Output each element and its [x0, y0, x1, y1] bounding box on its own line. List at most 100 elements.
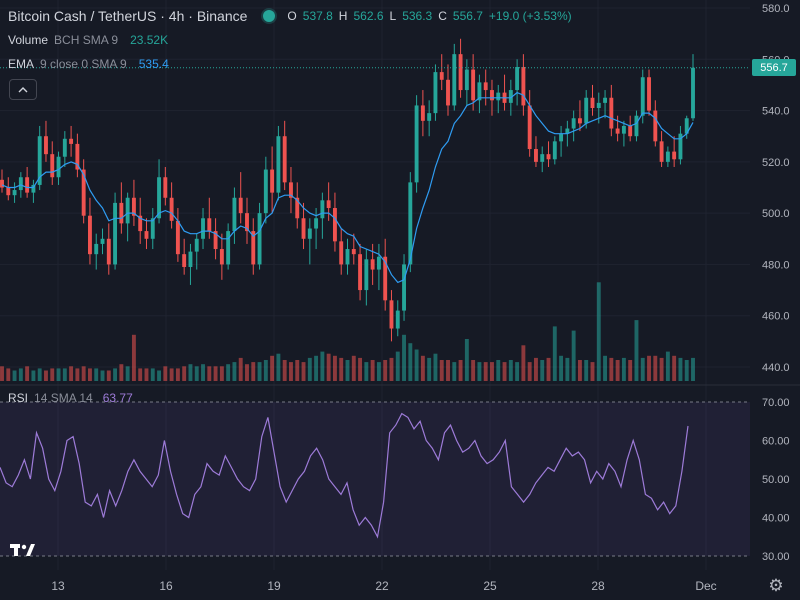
- volume-bar: [6, 368, 11, 381]
- volume-bar: [175, 368, 180, 381]
- candle-body: [376, 256, 381, 270]
- collapse-legend-button[interactable]: [9, 79, 37, 100]
- candle-body: [125, 197, 130, 224]
- candle-body: [659, 141, 664, 162]
- ema-name: EMA: [8, 57, 35, 71]
- volume-bar: [157, 370, 161, 381]
- volume-bar: [282, 360, 287, 381]
- volume-bar: [207, 366, 212, 381]
- volume-bar: [376, 362, 381, 381]
- candle-body: [175, 220, 180, 255]
- time-tick-label: 13: [51, 579, 65, 593]
- candle-body: [621, 125, 626, 134]
- rsi-tick-label: 40.00: [762, 513, 790, 525]
- volume-bar: [257, 362, 262, 381]
- candle-body: [113, 202, 118, 265]
- volume-bar: [226, 364, 231, 381]
- candle-body: [433, 72, 438, 114]
- candle-body: [62, 138, 67, 157]
- volume-bar: [628, 360, 633, 381]
- volume-bar: [276, 353, 281, 381]
- volume-bar: [634, 320, 639, 381]
- candle-body: [6, 187, 11, 196]
- rsi-legend[interactable]: RSI 14 SMA 14 63.77: [8, 391, 133, 405]
- candle-body: [446, 79, 450, 106]
- candle-body: [452, 54, 457, 106]
- candle-body: [119, 202, 124, 224]
- volume-bar: [691, 357, 695, 381]
- volume-bar: [263, 360, 268, 381]
- ohlc-high-value: 562.6: [353, 9, 384, 23]
- candle-body: [584, 97, 589, 124]
- symbol-title: Bitcoin Cash / TetherUS · 4h · Binance: [8, 8, 248, 24]
- ohlc-high-label: H: [338, 9, 348, 23]
- volume-bar: [395, 351, 400, 381]
- candle-body: [56, 156, 61, 178]
- volume-bar: [389, 357, 394, 381]
- volume-bar: [647, 355, 651, 381]
- volume-bar: [559, 355, 564, 381]
- candle-body: [389, 300, 394, 329]
- volume-bar: [37, 368, 42, 381]
- rsi-line: [0, 412, 689, 539]
- volume-legend[interactable]: Volume BCH SMA 9 23.52K: [8, 33, 168, 47]
- volume-bar: [18, 368, 23, 381]
- time-tick-label: 28: [591, 579, 605, 593]
- candle-body: [527, 105, 532, 150]
- candle-body: [471, 69, 476, 101]
- volume-value: 23.52K: [130, 33, 169, 47]
- candle-body: [565, 128, 570, 134]
- volume-bar: [113, 368, 118, 381]
- candle-body: [37, 136, 42, 185]
- volume-bar: [496, 360, 501, 381]
- tradingview-logo-icon[interactable]: [8, 538, 38, 562]
- candle-body: [75, 143, 80, 170]
- candle-body: [295, 197, 300, 219]
- volume-bar: [213, 366, 218, 381]
- volume-bar: [245, 364, 249, 381]
- rsi-name: RSI: [8, 391, 29, 405]
- candle-body: [0, 179, 4, 188]
- candle-body: [150, 218, 155, 239]
- candle-body: [464, 69, 469, 91]
- last-price-tag: 556.7: [752, 59, 796, 76]
- ohlc-low-value: 536.3: [402, 9, 433, 23]
- volume-bar: [640, 357, 645, 381]
- volume-bar: [471, 360, 476, 381]
- ohlc-open-label: O: [287, 9, 297, 23]
- volume-bar: [339, 357, 344, 381]
- volume-bar: [50, 368, 55, 381]
- volume-bar: [307, 357, 312, 381]
- candle-body: [94, 243, 99, 255]
- ema-legend[interactable]: EMA 9 close 0 SMA 9 535.4: [8, 57, 169, 71]
- candle-body: [276, 136, 281, 193]
- candle-body: [640, 77, 645, 116]
- candle-body: [131, 197, 136, 216]
- gear-icon[interactable]: ⚙: [768, 576, 784, 595]
- candle-body: [628, 125, 633, 137]
- candle-body: [226, 231, 231, 265]
- volume-bar: [534, 357, 538, 381]
- volume-bar: [402, 334, 406, 381]
- rsi-value: 63.77: [102, 391, 133, 405]
- volume-bar: [571, 330, 576, 381]
- candle-body: [691, 67, 695, 119]
- candle-body: [665, 151, 670, 162]
- ohlc-open-value: 537.8: [302, 9, 333, 23]
- candle-body: [684, 118, 689, 134]
- candle-body: [44, 136, 48, 155]
- volume-bar: [603, 355, 608, 381]
- candle-body: [257, 213, 262, 265]
- candle-body: [207, 218, 212, 232]
- candle-body: [559, 133, 564, 142]
- volume-bar: [414, 349, 419, 381]
- candle-body: [577, 118, 582, 124]
- volume-bar: [301, 362, 306, 381]
- candle-body: [232, 197, 237, 232]
- volume-bar: [596, 282, 601, 381]
- candle-body: [483, 82, 488, 91]
- candle-body: [251, 231, 256, 265]
- candle-body: [50, 154, 55, 178]
- volume-bar: [358, 357, 363, 381]
